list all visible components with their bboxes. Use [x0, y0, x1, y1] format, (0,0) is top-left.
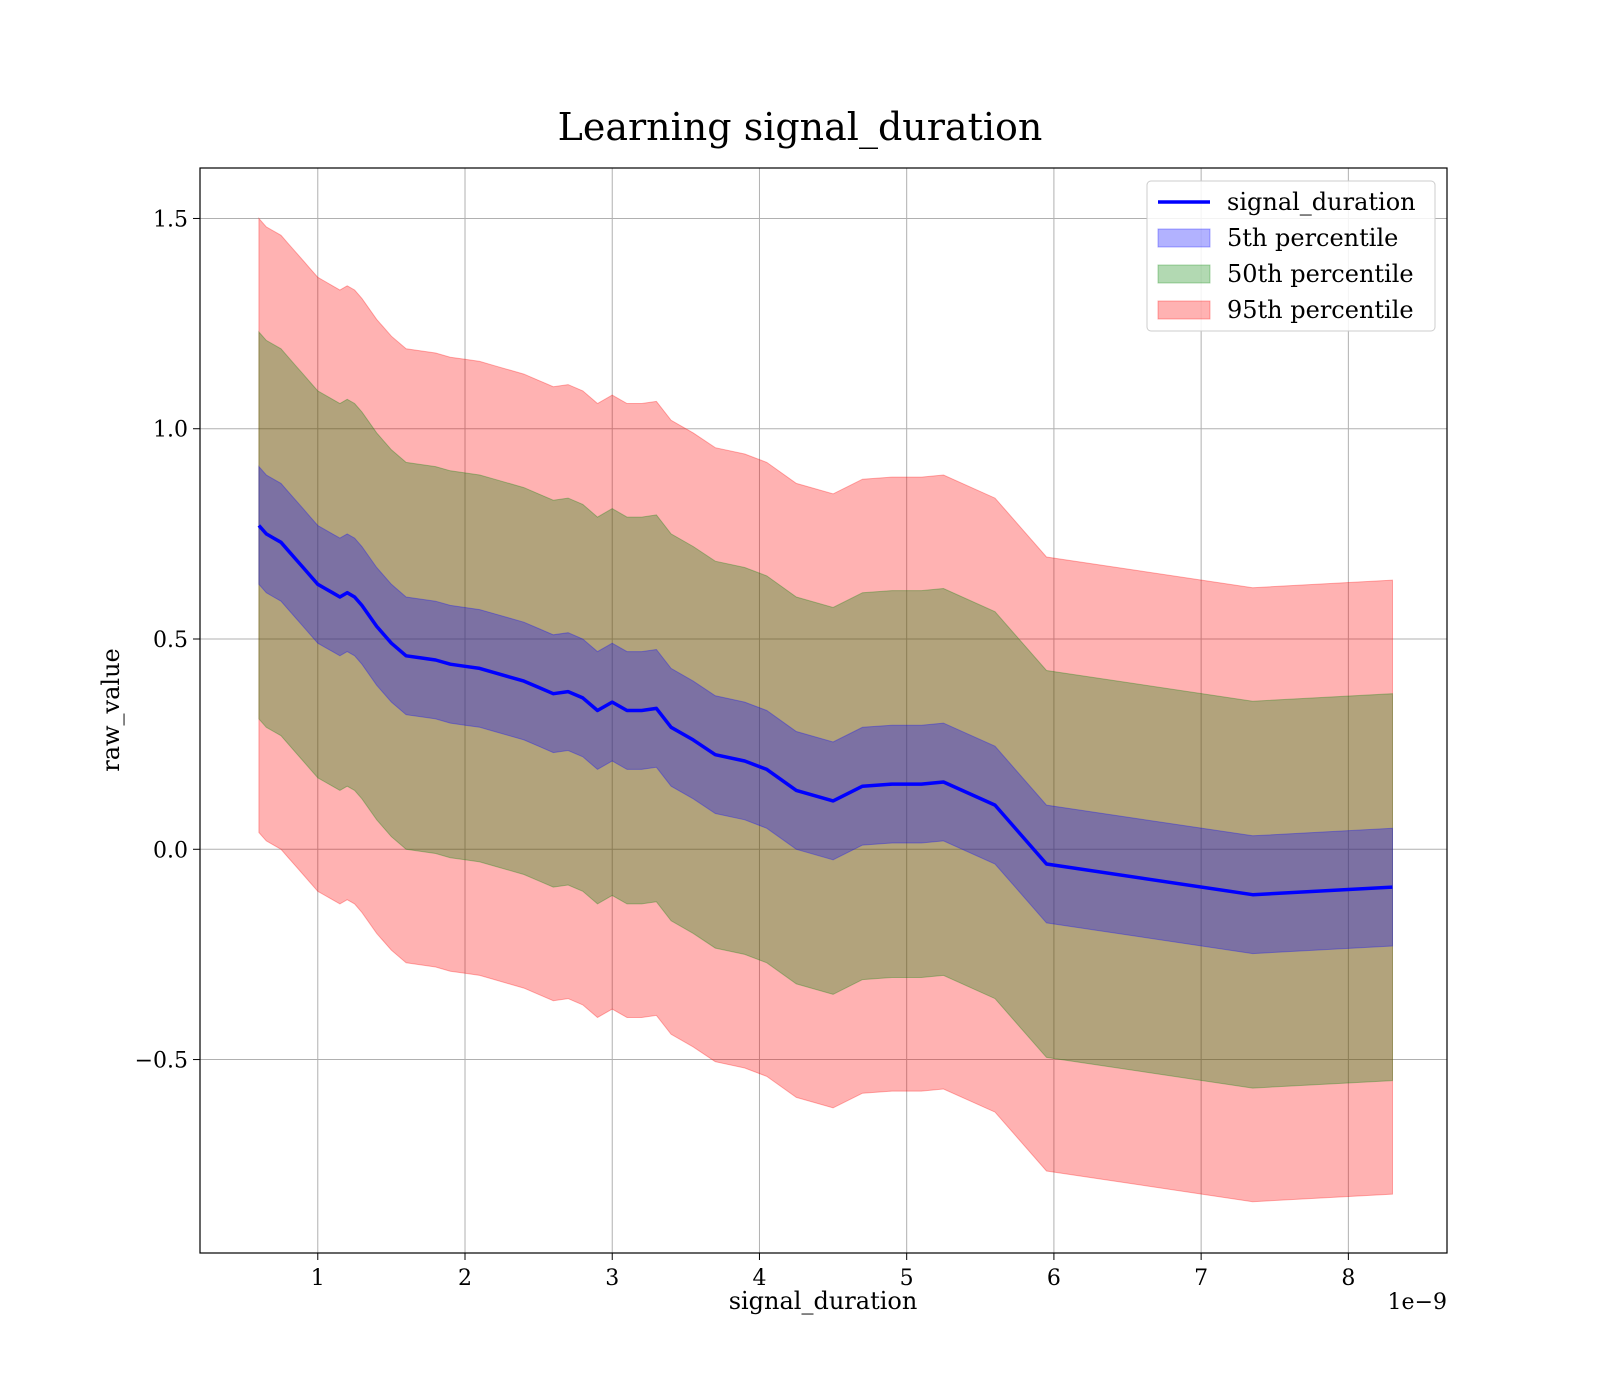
band-95th-percentile [258, 217, 1393, 1203]
percentile-bands [258, 217, 1393, 1203]
legend-swatch-patch [1157, 228, 1211, 248]
band-5th-percentile [258, 465, 1393, 955]
x-tick-label: 3 [605, 1266, 619, 1291]
x-axis-ticks: 1 2 3 4 5 6 7 8 [311, 1253, 1355, 1291]
y-tick-label: 1.0 [153, 418, 188, 443]
x-tick-label: 2 [458, 1266, 472, 1291]
legend-swatch-patch [1157, 264, 1211, 284]
series-lines [257, 524, 1393, 897]
y-tick-label: 1.5 [153, 207, 188, 232]
x-tick-label: 7 [1194, 1266, 1208, 1291]
grid [200, 168, 1447, 1253]
y-axis-label: raw_value [97, 648, 125, 772]
band-50th-percentile [258, 330, 1393, 1089]
legend-label: 50th percentile [1227, 260, 1414, 288]
legend-frame [1146, 180, 1436, 332]
legend-swatch-patch [1157, 300, 1211, 320]
x-tick-label: 4 [752, 1266, 766, 1291]
y-axis-ticks: −0.5 0.0 0.5 1.0 1.5 [135, 207, 200, 1074]
chart-title: Learning signal_duration [558, 105, 1043, 150]
x-tick-label: 6 [1047, 1266, 1061, 1291]
x-tick-label: 8 [1341, 1266, 1355, 1291]
legend-label: 95th percentile [1227, 296, 1414, 324]
series-line-signal_duration [257, 524, 1393, 897]
y-tick-label: 0.0 [153, 838, 188, 863]
legend-label: signal_duration [1227, 188, 1416, 216]
y-tick-label: −0.5 [135, 1049, 188, 1074]
x-axis-offset-label: 1e−9 [1388, 1290, 1447, 1315]
plot-background [200, 168, 1447, 1253]
x-axis-label: signal_duration [729, 1287, 918, 1315]
y-tick-label: 0.5 [153, 628, 188, 653]
legend-label: 5th percentile [1227, 224, 1398, 252]
x-tick-label: 1 [311, 1266, 325, 1291]
plot-frame [199, 167, 1448, 1254]
x-tick-label: 5 [900, 1266, 914, 1291]
legend: signal_duration 5th percentile 50th percen… [1146, 180, 1436, 332]
